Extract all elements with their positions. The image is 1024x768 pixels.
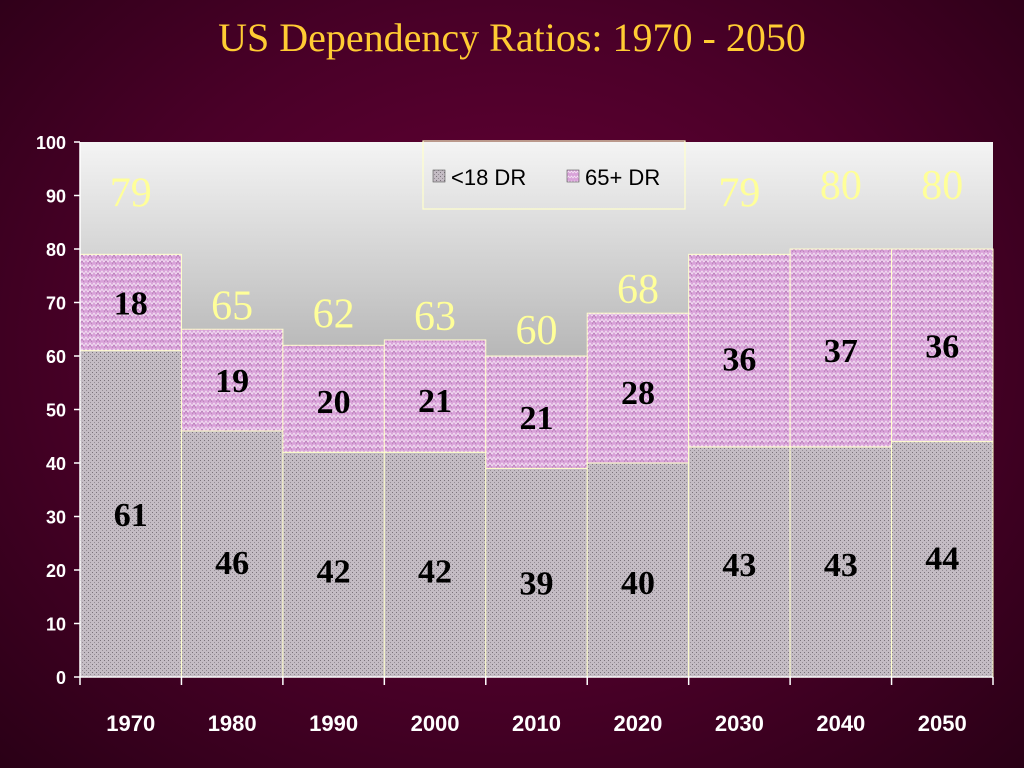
data-label-over65: 21 [418, 383, 452, 420]
data-label-under18: 39 [520, 566, 554, 603]
y-tick-label: 20 [46, 561, 66, 581]
data-label-under18: 44 [925, 540, 959, 577]
x-tick-label: 2030 [715, 711, 764, 736]
page-title: US Dependency Ratios: 1970 - 2050 [218, 15, 806, 60]
data-label-over65: 19 [215, 363, 249, 400]
data-label-total: 62 [313, 291, 355, 337]
bar-over65-2050 [891, 248, 994, 443]
data-label-over65: 36 [722, 342, 756, 379]
y-tick-label: 80 [46, 240, 66, 260]
data-label-under18: 42 [418, 554, 452, 591]
y-tick-label: 100 [36, 133, 66, 153]
data-label-total: 65 [211, 283, 253, 329]
data-label-under18: 43 [722, 547, 756, 584]
y-tick-label: 0 [56, 668, 66, 688]
y-tick-label: 40 [46, 454, 66, 474]
bar-over65-2010 [485, 355, 588, 469]
legend-swatch-over65 [566, 169, 580, 183]
data-label-under18: 46 [215, 545, 249, 582]
data-label-over65: 18 [114, 286, 148, 323]
data-label-over65: 21 [520, 400, 554, 437]
bar-under18-2050 [891, 441, 994, 678]
data-label-total: 80 [820, 163, 862, 209]
x-tick-label: 1990 [309, 711, 358, 736]
x-tick-label: 2000 [411, 711, 460, 736]
legend-swatch-under18 [432, 169, 446, 183]
data-label-total: 63 [414, 294, 456, 340]
data-label-total: 79 [110, 170, 152, 216]
data-label-over65: 36 [925, 328, 959, 365]
data-label-under18: 61 [114, 497, 148, 534]
data-label-over65: 20 [317, 384, 351, 421]
data-label-total: 60 [516, 308, 558, 354]
y-tick-label: 90 [46, 187, 66, 207]
y-tick-label: 50 [46, 401, 66, 421]
data-label-under18: 40 [621, 565, 655, 602]
legend-label-under18: <18 DR [451, 165, 526, 190]
bar-over65-1980 [180, 328, 284, 432]
x-tick-label: 2020 [613, 711, 662, 736]
data-label-total: 80 [921, 163, 963, 209]
bar-over65-2000 [383, 339, 487, 453]
x-tick-label: 2050 [918, 711, 967, 736]
y-tick-label: 10 [46, 615, 66, 635]
bar-under18-2020 [586, 462, 690, 678]
y-tick-label: 70 [46, 294, 66, 314]
bar-under18-2030 [688, 446, 791, 678]
bar-over65-1990 [282, 344, 385, 453]
bar-under18-1990 [282, 451, 385, 678]
y-tick-label: 60 [46, 347, 66, 367]
data-label-over65: 28 [621, 375, 655, 412]
bar-under18-1980 [180, 430, 284, 678]
y-tick-label: 30 [46, 508, 66, 528]
legend-box [422, 140, 686, 210]
bar-over65-2030 [688, 253, 791, 448]
bar-over65-2020 [586, 312, 690, 464]
legend-label-over65: 65+ DR [585, 165, 660, 190]
x-tick-label: 1970 [106, 711, 155, 736]
x-tick-label: 2010 [512, 711, 561, 736]
data-label-under18: 42 [317, 554, 351, 591]
x-tick-label: 2040 [816, 711, 865, 736]
data-label-total: 79 [718, 170, 760, 216]
data-label-under18: 43 [824, 547, 858, 584]
x-tick-label: 1980 [208, 711, 257, 736]
legend: <18 DR 65+ DR [422, 140, 686, 210]
bar-under18-2000 [383, 451, 487, 678]
data-label-over65: 37 [824, 333, 858, 370]
data-label-total: 68 [617, 267, 659, 313]
